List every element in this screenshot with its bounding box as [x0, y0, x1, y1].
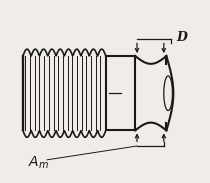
Text: $A_m$: $A_m$	[28, 155, 49, 171]
Text: D: D	[176, 31, 187, 44]
